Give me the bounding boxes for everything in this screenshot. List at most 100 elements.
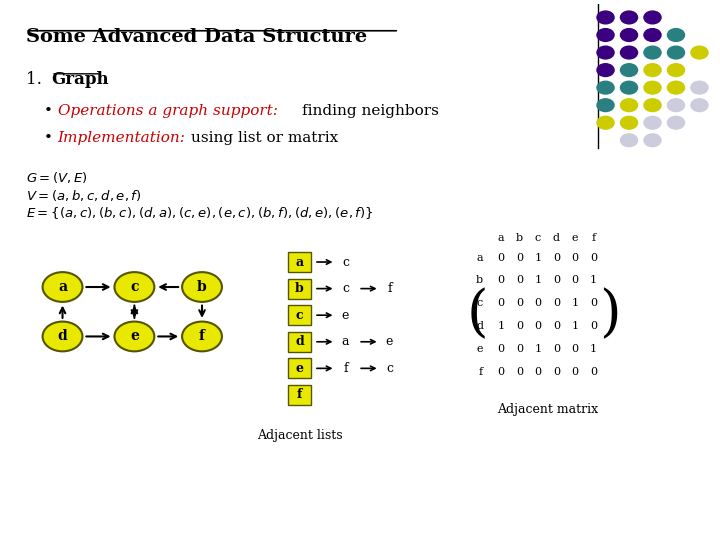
Text: $V=(a,b,c,d,e,f)$: $V=(a,b,c,d,e,f)$	[25, 187, 141, 202]
Circle shape	[621, 11, 637, 24]
Circle shape	[182, 272, 222, 302]
Text: 0: 0	[590, 298, 597, 308]
Text: 0: 0	[516, 344, 523, 354]
Text: 0: 0	[498, 367, 505, 377]
Circle shape	[644, 116, 661, 129]
Text: a: a	[342, 335, 349, 348]
Text: f: f	[297, 388, 302, 401]
Text: 0: 0	[572, 275, 578, 285]
Text: Graph: Graph	[51, 71, 109, 87]
Circle shape	[597, 64, 614, 77]
Circle shape	[621, 64, 637, 77]
Circle shape	[621, 29, 637, 42]
Text: e: e	[386, 335, 393, 348]
Text: ): )	[599, 287, 621, 342]
FancyBboxPatch shape	[288, 252, 311, 272]
Text: 0: 0	[534, 321, 541, 331]
Circle shape	[691, 99, 708, 112]
Text: c: c	[535, 233, 541, 244]
Circle shape	[114, 272, 154, 302]
Circle shape	[667, 64, 685, 77]
Text: 0: 0	[590, 367, 597, 377]
Circle shape	[667, 46, 685, 59]
Text: f: f	[591, 233, 595, 244]
Text: 0: 0	[498, 275, 505, 285]
Text: 1.: 1.	[25, 71, 47, 87]
Text: 0: 0	[553, 298, 560, 308]
Circle shape	[644, 99, 661, 112]
Text: e: e	[342, 309, 349, 322]
Circle shape	[597, 11, 614, 24]
Text: e: e	[295, 362, 304, 375]
Text: 0: 0	[553, 321, 560, 331]
Text: c: c	[477, 298, 483, 308]
Text: 0: 0	[516, 275, 523, 285]
Circle shape	[644, 64, 661, 77]
Text: 0: 0	[553, 253, 560, 262]
Text: 1: 1	[498, 321, 505, 331]
Text: d: d	[553, 233, 560, 244]
Text: b: b	[476, 275, 483, 285]
Text: 0: 0	[516, 253, 523, 262]
Text: $G=(V,E)$: $G=(V,E)$	[25, 170, 87, 185]
Text: 1: 1	[590, 344, 597, 354]
Text: 0: 0	[534, 367, 541, 377]
Text: 0: 0	[590, 321, 597, 331]
Circle shape	[667, 29, 685, 42]
Circle shape	[621, 99, 637, 112]
Text: Adjacent lists: Adjacent lists	[257, 429, 342, 442]
Circle shape	[621, 116, 637, 129]
Circle shape	[597, 116, 614, 129]
Circle shape	[597, 81, 614, 94]
Circle shape	[597, 46, 614, 59]
Text: 1: 1	[534, 344, 541, 354]
Text: (: (	[467, 287, 488, 342]
Text: b: b	[516, 233, 523, 244]
Text: 0: 0	[516, 321, 523, 331]
Text: d: d	[58, 329, 68, 343]
Text: 1: 1	[534, 275, 541, 285]
FancyBboxPatch shape	[288, 332, 311, 352]
Circle shape	[644, 46, 661, 59]
FancyBboxPatch shape	[288, 305, 311, 325]
Text: d: d	[295, 335, 304, 348]
Text: 1: 1	[534, 253, 541, 262]
Text: 0: 0	[534, 298, 541, 308]
Text: a: a	[498, 233, 504, 244]
Circle shape	[644, 81, 661, 94]
Circle shape	[667, 99, 685, 112]
FancyBboxPatch shape	[288, 358, 311, 379]
Text: 0: 0	[572, 344, 578, 354]
Text: f: f	[387, 282, 392, 295]
Text: c: c	[386, 362, 393, 375]
Text: Implementation:: Implementation:	[58, 131, 186, 145]
Circle shape	[597, 99, 614, 112]
Text: b: b	[197, 280, 207, 294]
Text: 0: 0	[553, 344, 560, 354]
Text: •: •	[43, 131, 52, 145]
Circle shape	[597, 29, 614, 42]
Text: e: e	[130, 329, 139, 343]
Circle shape	[42, 272, 83, 302]
Text: 0: 0	[498, 253, 505, 262]
Text: 0: 0	[516, 298, 523, 308]
Text: 1: 1	[590, 275, 597, 285]
Text: f: f	[199, 329, 205, 343]
Text: a: a	[295, 255, 304, 268]
Text: finding neighbors: finding neighbors	[302, 104, 438, 118]
Circle shape	[667, 81, 685, 94]
Text: a: a	[477, 253, 483, 262]
Text: c: c	[130, 280, 139, 294]
Text: b: b	[295, 282, 304, 295]
Circle shape	[42, 322, 83, 352]
Text: 0: 0	[498, 344, 505, 354]
Text: 0: 0	[572, 367, 578, 377]
Circle shape	[691, 46, 708, 59]
Text: 0: 0	[590, 253, 597, 262]
Text: d: d	[476, 321, 483, 331]
Circle shape	[691, 81, 708, 94]
Text: 1: 1	[572, 298, 578, 308]
Circle shape	[621, 134, 637, 147]
Circle shape	[644, 134, 661, 147]
Text: Operations a graph support:: Operations a graph support:	[58, 104, 277, 118]
